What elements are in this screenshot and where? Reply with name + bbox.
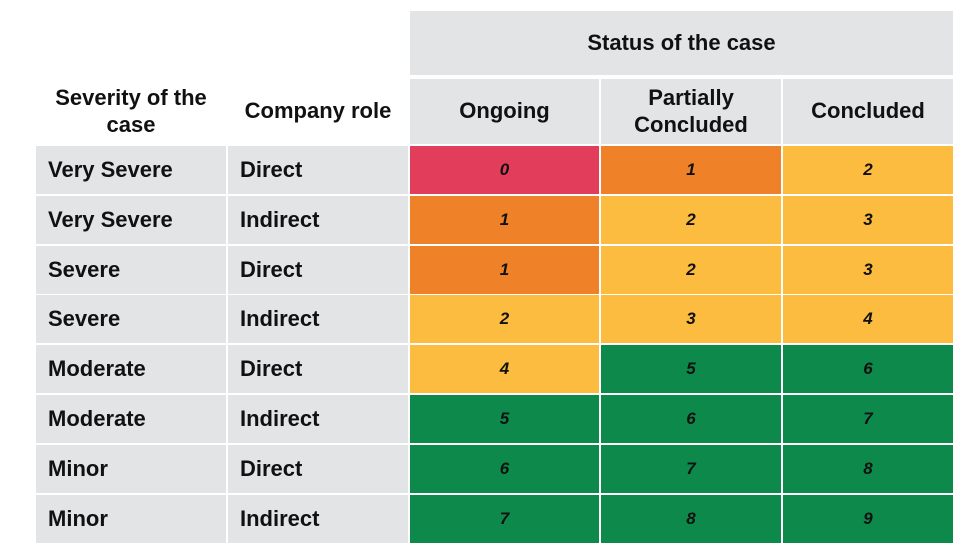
severity-label: Severe xyxy=(36,295,226,344)
column-header: Ongoing xyxy=(410,79,599,144)
severity-label: Minor xyxy=(36,444,226,493)
score-cell: 4 xyxy=(410,345,599,394)
score-cell: 2 xyxy=(783,146,953,194)
role-label: Indirect xyxy=(228,295,408,344)
score-cell: 8 xyxy=(783,444,953,493)
score-cell: 1 xyxy=(410,195,599,244)
role-label: Direct xyxy=(228,345,408,394)
score-cell: 7 xyxy=(783,395,953,443)
role-label: Indirect xyxy=(228,395,408,443)
score-cell: 1 xyxy=(410,245,599,294)
score-cell: 3 xyxy=(783,195,953,244)
score-cell: 4 xyxy=(783,295,953,344)
severity-label: Minor xyxy=(36,494,226,543)
score-cell: 3 xyxy=(783,245,953,294)
score-cell: 2 xyxy=(601,245,781,294)
score-cell: 6 xyxy=(601,395,781,443)
score-cell: 6 xyxy=(783,345,953,394)
severity-label: Severe xyxy=(36,245,226,294)
score-cell: 9 xyxy=(783,494,953,543)
role-label: Indirect xyxy=(228,195,408,244)
status-header: Status of the case xyxy=(410,11,953,75)
score-cell: 5 xyxy=(410,395,599,443)
score-cell: 6 xyxy=(410,444,599,493)
role-label: Direct xyxy=(228,146,408,194)
score-cell: 2 xyxy=(410,295,599,344)
score-cell: 5 xyxy=(601,345,781,394)
severity-label: Moderate xyxy=(36,345,226,394)
column-header: Concluded xyxy=(783,79,953,144)
severity-label: Moderate xyxy=(36,395,226,443)
score-cell: 3 xyxy=(601,295,781,344)
score-cell: 0 xyxy=(410,146,599,194)
score-cell: 2 xyxy=(601,195,781,244)
role-label: Direct xyxy=(228,245,408,294)
score-cell: 7 xyxy=(410,494,599,543)
severity-label: Very Severe xyxy=(36,146,226,194)
column-header: Partially Concluded xyxy=(601,79,781,144)
role-label: Direct xyxy=(228,444,408,493)
score-cell: 7 xyxy=(601,444,781,493)
score-cell: 8 xyxy=(601,494,781,543)
score-cell: 1 xyxy=(601,146,781,194)
severity-header: Severity of the case xyxy=(55,85,207,137)
role-header: Company role xyxy=(244,98,392,124)
severity-label: Very Severe xyxy=(36,195,226,244)
role-label: Indirect xyxy=(228,494,408,543)
